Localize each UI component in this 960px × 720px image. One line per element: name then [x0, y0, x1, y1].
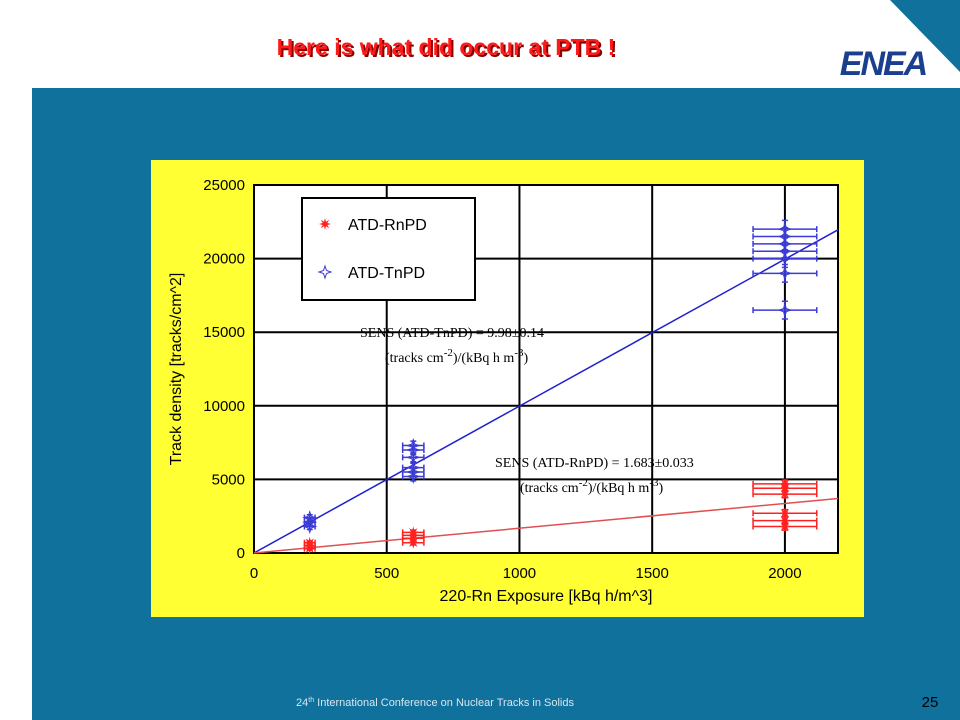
chart: 0 500 1000 1500 2000050001000015000200002500…	[168, 177, 839, 605]
point	[777, 221, 793, 237]
footer-sup: th	[308, 697, 314, 704]
point	[303, 536, 316, 549]
x-tick-label: 500	[374, 565, 399, 582]
point	[405, 464, 421, 480]
fit-line	[253, 229, 839, 554]
point	[777, 228, 793, 245]
fit-line	[253, 497, 839, 554]
annotation-text: )/(kBq h m	[453, 351, 515, 366]
title-shadow: Here is what did occur at PTB !	[279, 36, 618, 62]
y-tick-label: 25000	[203, 177, 245, 194]
point	[407, 526, 420, 539]
annotation-sup: -3	[514, 347, 524, 359]
legend-label: ATD-TnPD	[348, 265, 425, 282]
point	[405, 442, 421, 458]
annotation: (tracks cm-2)/(kBq h m-3)	[520, 477, 664, 496]
point	[777, 236, 793, 252]
y-axis-label: Track density [tracks/cm^2]	[168, 273, 185, 466]
point	[777, 302, 793, 318]
point	[777, 265, 793, 281]
point	[405, 468, 421, 485]
point	[302, 510, 318, 526]
corner	[890, 0, 960, 72]
error-bar-x	[752, 226, 818, 233]
annotation-sup: -2	[444, 347, 453, 359]
point	[405, 437, 421, 454]
y-tick-label: 15000	[203, 324, 245, 341]
legend-label: ATD-RnPD	[348, 217, 427, 234]
x-tick-label: 2000	[768, 565, 801, 582]
point	[405, 460, 421, 476]
error-bar-x	[752, 270, 818, 277]
logo: ENEA	[840, 45, 927, 83]
annotation-sup: -3	[649, 477, 659, 489]
annotation-text: )	[524, 351, 529, 366]
y-tick-label: 0	[237, 545, 245, 562]
annotation-text: )	[659, 481, 664, 496]
legend-box	[301, 197, 476, 301]
annotation-text: (tracks cm	[520, 481, 579, 496]
footer: 24th International Conference on Nuclear…	[296, 697, 574, 709]
point	[777, 243, 793, 259]
point	[777, 251, 793, 267]
footer-text: International Conference on Nuclear Trac…	[314, 697, 574, 709]
y-tick-label: 20000	[203, 251, 245, 268]
footer-num: 24	[296, 697, 308, 709]
annotation-text: SENS (ATD-RnPD) = 1.683±0.033	[495, 456, 694, 471]
x-axis-label: 220-Rn Exposure [kBq h/m^3]	[440, 588, 653, 605]
x-tick-label: 1500	[635, 565, 668, 582]
annotation-text: )/(kBq h m	[588, 481, 650, 496]
annotation: SENS (ATD-TnPD) = 9.98±0.14	[360, 326, 544, 341]
point	[778, 507, 791, 520]
y-tick-label: 5000	[212, 471, 245, 488]
annotation-text: SENS (ATD-TnPD) = 9.98±0.14	[360, 326, 544, 341]
annotation-text: (tracks cm	[385, 351, 444, 366]
annotation: SENS (ATD-RnPD) = 1.683±0.033	[495, 456, 694, 471]
page-number: 25	[922, 694, 939, 711]
point	[778, 477, 791, 490]
slide-title: Here is what did occur at PTB !	[277, 34, 616, 60]
x-tick-label: 1000	[503, 565, 536, 582]
legend-marker	[317, 264, 333, 280]
y-tick-label: 10000	[203, 398, 245, 415]
point	[405, 449, 421, 465]
legend-marker	[319, 218, 331, 230]
x-tick-label: 0	[250, 565, 258, 582]
error-bar-x	[752, 307, 818, 314]
annotation-sup: -2	[579, 477, 588, 489]
plot-frame	[253, 184, 839, 554]
annotation: (tracks cm-2)/(kBq h m-3)	[385, 347, 529, 366]
